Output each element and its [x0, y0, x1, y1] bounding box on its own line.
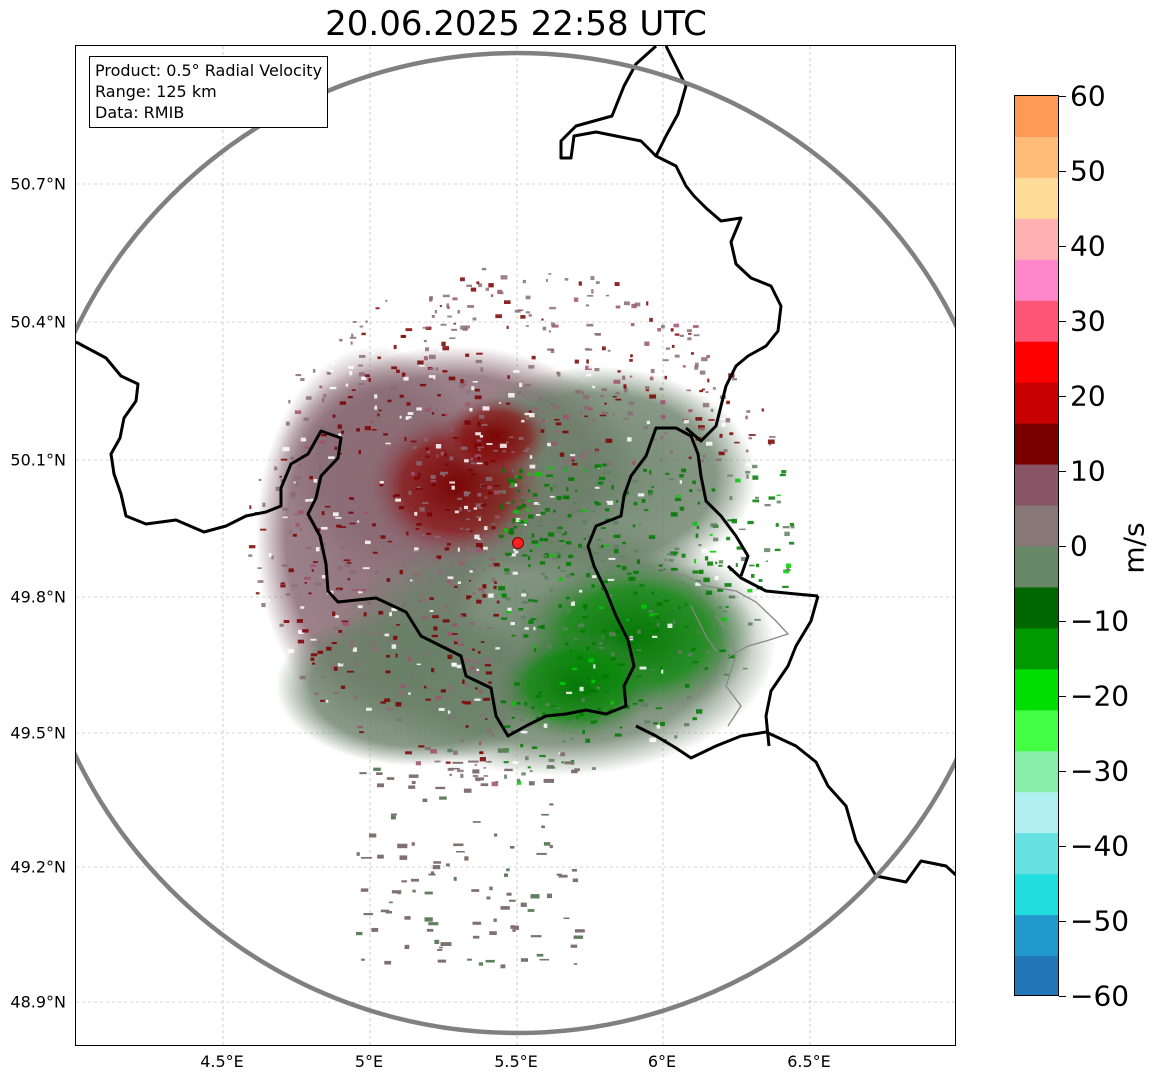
colorbar-tick	[1059, 396, 1066, 397]
product-info-box: Product: 0.5° Radial Velocity Range: 125…	[89, 56, 329, 128]
lon-label: 5°E	[354, 1052, 384, 1071]
colorbar-band	[1015, 218, 1058, 261]
velocity-colorbar	[1014, 95, 1059, 996]
lat-label: 49.2°N	[10, 857, 66, 877]
colorbar-tick	[1059, 246, 1066, 247]
colorbar-band	[1015, 96, 1058, 138]
colorbar-band	[1015, 300, 1058, 343]
colorbar-tick-label: −10	[1070, 604, 1130, 638]
colorbar-tick	[1059, 696, 1066, 697]
colorbar-tick	[1059, 171, 1066, 172]
colorbar-band	[1015, 587, 1058, 629]
colorbar-tick-label: −60	[1070, 979, 1130, 1013]
info-source: Data: RMIB	[95, 103, 185, 122]
colorbar-band	[1015, 177, 1058, 220]
colorbar-tick-label: −20	[1070, 679, 1130, 713]
colorbar-tick	[1059, 471, 1066, 472]
state-borders	[655, 567, 790, 727]
lat-label: 50.7°N	[10, 174, 66, 194]
colorbar-tick-label: 50	[1070, 154, 1106, 188]
colorbar-tick-label: 30	[1070, 304, 1106, 338]
info-range: Range: 125 km	[95, 82, 217, 101]
colorbar-band	[1015, 464, 1058, 507]
lon-label: 6.5°E	[787, 1052, 831, 1071]
colorbar-tick	[1059, 996, 1066, 997]
colorbar-band	[1015, 382, 1058, 425]
colorbar-tick-label: 10	[1070, 454, 1106, 488]
country-borders	[76, 46, 955, 884]
info-product: Product: 0.5° Radial Velocity	[95, 61, 323, 80]
colorbar-tick-label: −50	[1070, 904, 1130, 938]
colorbar-tick-label: 40	[1070, 229, 1106, 263]
colorbar-tick	[1059, 771, 1066, 772]
colorbar-band	[1015, 341, 1058, 384]
radar-map[interactable]	[75, 45, 956, 1046]
lat-label: 49.8°N	[10, 587, 66, 607]
lat-label: 50.4°N	[10, 312, 66, 332]
colorbar-tick	[1059, 321, 1066, 322]
colorbar-tick	[1059, 846, 1066, 847]
colorbar-gradient	[1015, 96, 1058, 995]
colorbar-band	[1015, 956, 1058, 995]
colorbar-tick-label: −30	[1070, 754, 1130, 788]
colorbar-band	[1015, 751, 1058, 793]
colorbar-tick	[1059, 921, 1066, 922]
colorbar-band	[1015, 259, 1058, 302]
colorbar-tick-label: 0	[1070, 529, 1088, 563]
colorbar-tick-label: 20	[1070, 379, 1106, 413]
lon-label: 5.5°E	[494, 1052, 538, 1071]
lon-label: 6°E	[647, 1052, 677, 1071]
lat-label: 48.9°N	[10, 992, 66, 1012]
colorbar-tick	[1059, 96, 1066, 97]
colorbar-band	[1015, 423, 1058, 466]
colorbar-band	[1015, 915, 1058, 957]
colorbar-band	[1015, 874, 1058, 916]
radar-velocity-image	[76, 46, 955, 1045]
colorbar-tick	[1059, 621, 1066, 622]
colorbar-band	[1015, 505, 1058, 548]
colorbar-band	[1015, 792, 1058, 834]
colorbar-band	[1015, 669, 1058, 711]
lon-label: 4.5°E	[200, 1052, 244, 1071]
colorbar-tick-label: 60	[1070, 79, 1106, 113]
radar-site-marker	[512, 537, 524, 549]
colorbar-tick-label: −40	[1070, 829, 1130, 863]
echo-speckles	[248, 267, 795, 969]
colorbar-unit: m/s	[1117, 522, 1151, 574]
range-ring	[76, 50, 955, 1036]
colorbar-band	[1015, 833, 1058, 875]
colorbar-tick	[1059, 546, 1066, 547]
colorbar-band	[1015, 710, 1058, 752]
colorbar-band	[1015, 136, 1058, 179]
lat-label: 50.1°N	[10, 450, 66, 470]
colorbar-band	[1015, 546, 1058, 589]
map-title: 20.06.2025 22:58 UTC	[325, 4, 707, 44]
lat-label: 49.5°N	[10, 723, 66, 743]
colorbar-band	[1015, 628, 1058, 670]
